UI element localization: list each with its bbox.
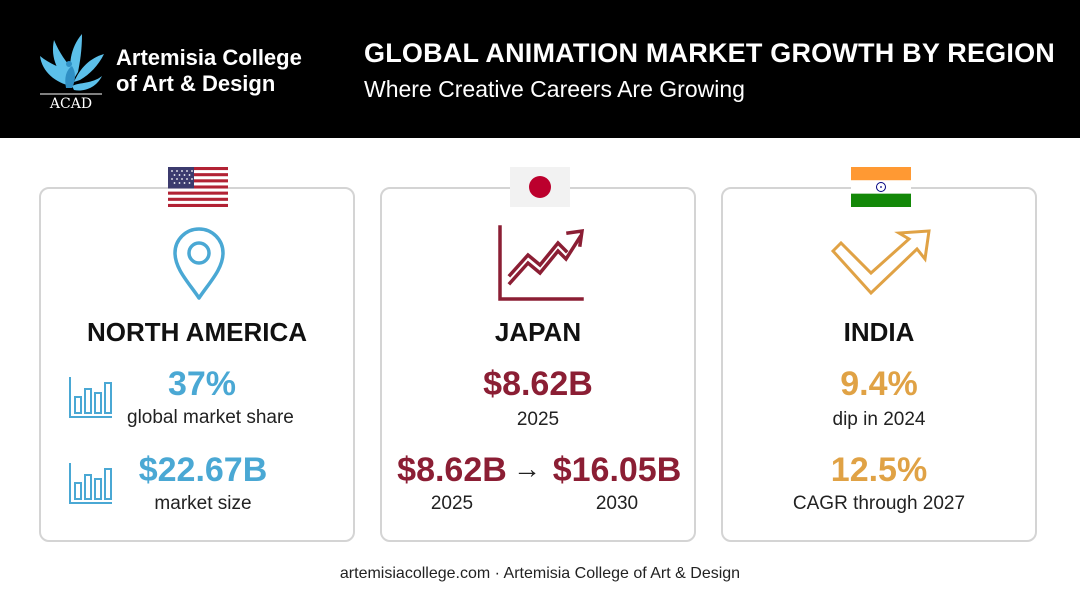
monogram-text: ACAD — [49, 96, 92, 110]
bar-chart-icon — [69, 463, 112, 504]
peacock-icon: ACAD — [40, 34, 104, 110]
growth-arrow: → — [513, 453, 541, 484]
region-name: JAPAN — [494, 317, 582, 347]
growth-to-label: 2030 — [595, 493, 639, 514]
cagr-label: CAGR through 2027 — [792, 493, 966, 514]
dip-value: 9.4% — [840, 365, 918, 403]
india-flag-icon — [851, 167, 911, 207]
dip-label: dip in 2024 — [832, 409, 926, 430]
rebound-arrow-icon — [830, 229, 931, 296]
brand-name: Artemisia College of Art & Design — [116, 45, 302, 96]
market-size-label: market size — [154, 493, 252, 514]
page-title: GLOBAL ANIMATION MARKET GROWTH BY REGION — [364, 38, 1055, 68]
map-pin-icon — [173, 227, 225, 300]
growth-from-value: $8.62B — [397, 451, 507, 489]
card-india: INDIA 9.4% dip in 2024 12.5% CAGR throug… — [721, 187, 1037, 542]
growth-to-value: $16.05B — [552, 451, 682, 489]
us-flag-icon — [168, 167, 228, 207]
card-japan: JAPAN $8.62B 2025 $8.62B → $16.05B 2025 … — [380, 187, 696, 542]
japan-2025-value: $8.62B — [483, 365, 593, 403]
card-north-america: NORTH AMERICA 37% global market share $2… — [39, 187, 355, 542]
cagr-value: 12.5% — [830, 451, 928, 489]
bar-chart-icon — [69, 377, 112, 418]
market-share-label: global market share — [127, 407, 294, 428]
page-subtitle: Where Creative Careers Are Growing — [364, 76, 745, 102]
japan-flag-icon — [510, 167, 570, 207]
growth-from-label: 2025 — [430, 493, 474, 514]
market-share-value: 37% — [167, 365, 237, 403]
footer-text: artemisiacollege.com · Artemisia College… — [339, 565, 741, 582]
trend-up-chart-icon — [498, 225, 585, 301]
header-banner: ACAD Artemisia College of Art & Design G… — [0, 0, 1080, 138]
market-size-value: $22.67B — [138, 451, 268, 489]
region-name: NORTH AMERICA — [86, 317, 308, 347]
japan-2025-label: 2025 — [516, 409, 560, 430]
region-name: INDIA — [843, 317, 915, 347]
